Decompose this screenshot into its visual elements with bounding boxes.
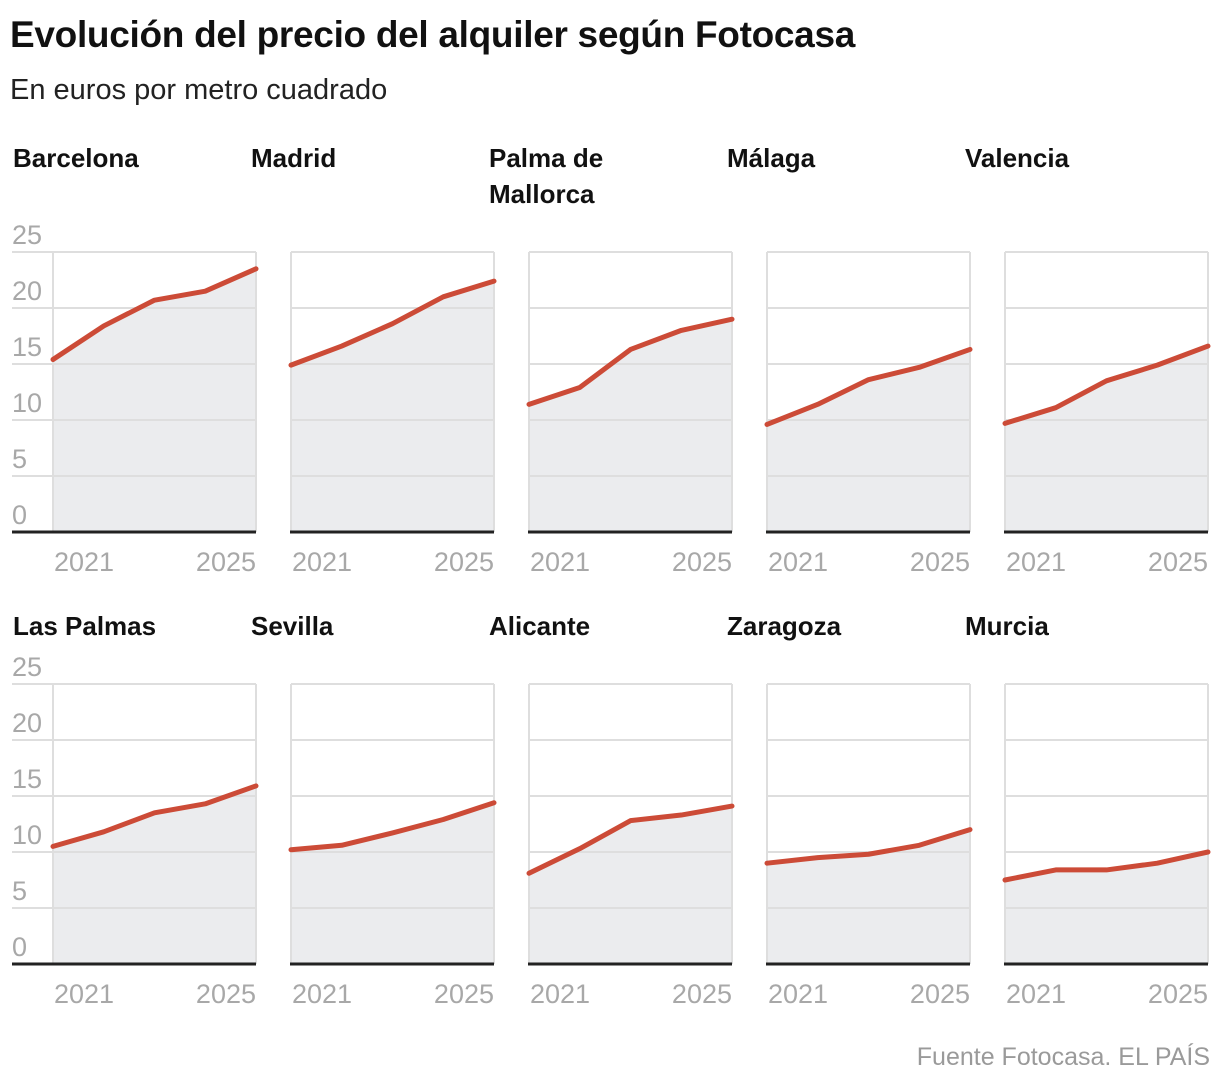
x-tick-label: 2025 xyxy=(196,547,256,577)
panel: 2021 2025 xyxy=(526,251,735,577)
x-tick-label: 2025 xyxy=(910,547,970,577)
y-tick-label: 25 xyxy=(12,652,42,682)
x-tick-label: 2025 xyxy=(1148,979,1208,1009)
panel-title: Valencia xyxy=(965,143,1070,173)
x-tick-label: 2021 xyxy=(54,547,114,577)
area-fill xyxy=(291,802,494,964)
y-tick-label: 20 xyxy=(12,276,42,306)
panel-title: Palma de Mallorca xyxy=(489,143,604,209)
y-tick-label: 5 xyxy=(12,444,27,474)
y-tick-label: 25 xyxy=(12,220,42,250)
area-fill xyxy=(53,268,256,532)
y-tick-label: 15 xyxy=(12,764,42,794)
y-tick-label: 10 xyxy=(12,820,42,850)
x-tick-label: 2025 xyxy=(910,979,970,1009)
panel: 2021 2025 xyxy=(526,683,735,1009)
x-tick-label: 2021 xyxy=(1006,979,1066,1009)
area-fill xyxy=(529,806,732,964)
panel-title: Sevilla xyxy=(251,611,334,641)
x-tick-label: 2025 xyxy=(196,979,256,1009)
panel-title: Madrid xyxy=(251,143,337,173)
x-tick-label: 2021 xyxy=(54,979,114,1009)
area-fill xyxy=(53,785,256,964)
panel-title: Málaga xyxy=(727,143,816,173)
area-fill xyxy=(767,349,970,532)
source-note: Fuente Fotocasa. EL PAÍS xyxy=(916,1043,1210,1071)
x-tick-label: 2021 xyxy=(292,547,352,577)
x-tick-label: 2021 xyxy=(292,979,352,1009)
x-tick-label: 2025 xyxy=(672,547,732,577)
chart-subtitle: En euros por metro cuadrado xyxy=(10,74,388,106)
panel: 2021 2025 xyxy=(764,251,973,577)
area-fill xyxy=(291,281,494,532)
x-tick-label: 2025 xyxy=(1148,547,1208,577)
x-tick-label: 2025 xyxy=(434,547,494,577)
panel: 2021 2025 xyxy=(764,683,973,1009)
y-tick-label: 5 xyxy=(12,876,27,906)
panel-title: Zaragoza xyxy=(727,611,842,641)
panel-title: Las Palmas xyxy=(13,611,157,641)
x-tick-label: 2021 xyxy=(768,547,828,577)
x-tick-label: 2021 xyxy=(530,979,590,1009)
x-tick-label: 2021 xyxy=(768,979,828,1009)
area-fill xyxy=(767,829,970,964)
panel: 2021 2025 xyxy=(288,251,497,577)
y-tick-label: 15 xyxy=(12,332,42,362)
x-tick-label: 2021 xyxy=(1006,547,1066,577)
y-tick-label: 0 xyxy=(12,500,27,530)
panel-title: Murcia xyxy=(965,611,1049,641)
panel-title: Barcelona xyxy=(13,143,139,173)
panel: 2021 2025 xyxy=(1002,251,1211,577)
panel: 2021 2025 xyxy=(1002,683,1211,1009)
x-tick-label: 2025 xyxy=(672,979,732,1009)
area-fill xyxy=(529,319,732,532)
y-tick-label: 0 xyxy=(12,932,27,962)
panel-title: Alicante xyxy=(489,611,591,641)
y-tick-label: 10 xyxy=(12,388,42,418)
area-fill xyxy=(1005,346,1208,532)
chart-title: Evolución del precio del alquiler según … xyxy=(10,14,856,55)
x-tick-label: 2021 xyxy=(530,547,590,577)
panel: 2021 2025 xyxy=(288,683,497,1009)
x-tick-label: 2025 xyxy=(434,979,494,1009)
y-tick-label: 20 xyxy=(12,708,42,738)
